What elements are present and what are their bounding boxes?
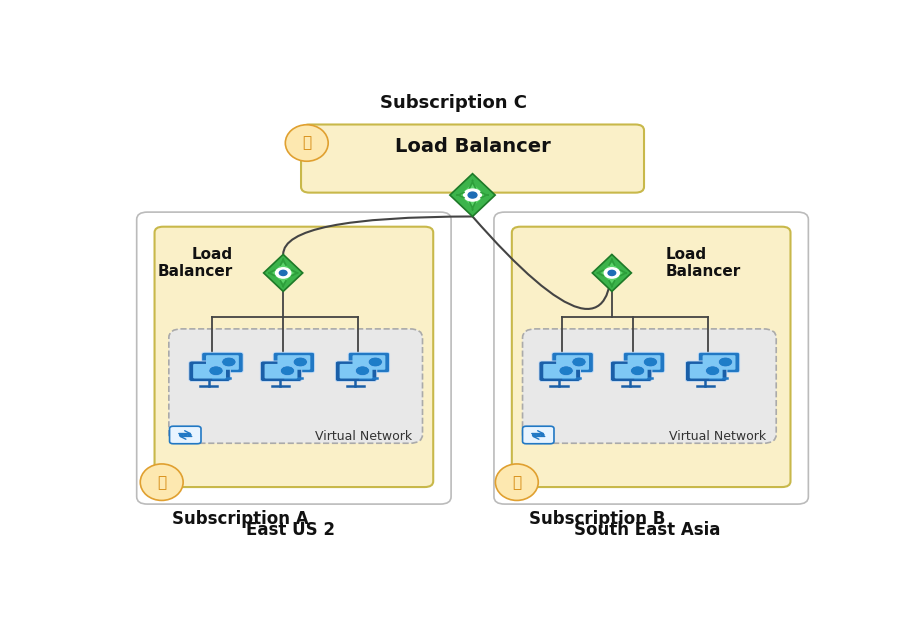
Text: Subscription C: Subscription C: [380, 94, 526, 112]
Ellipse shape: [495, 464, 538, 501]
FancyBboxPatch shape: [623, 352, 665, 373]
FancyBboxPatch shape: [260, 361, 301, 382]
Circle shape: [180, 434, 183, 436]
Circle shape: [279, 270, 287, 276]
FancyBboxPatch shape: [352, 355, 385, 370]
Circle shape: [280, 366, 295, 375]
Text: ⚿: ⚿: [157, 475, 166, 490]
Ellipse shape: [285, 125, 328, 161]
FancyBboxPatch shape: [512, 227, 790, 487]
Circle shape: [221, 357, 236, 367]
Text: Virtual Network: Virtual Network: [669, 430, 766, 444]
Polygon shape: [272, 263, 294, 283]
FancyBboxPatch shape: [136, 212, 451, 504]
Circle shape: [533, 434, 536, 436]
FancyBboxPatch shape: [339, 364, 372, 379]
Circle shape: [609, 270, 616, 276]
Text: Subscription A: Subscription A: [172, 510, 309, 528]
Circle shape: [604, 268, 620, 278]
Ellipse shape: [140, 464, 183, 501]
Circle shape: [209, 366, 223, 375]
Circle shape: [644, 357, 657, 367]
Text: ⚿: ⚿: [513, 475, 521, 490]
FancyBboxPatch shape: [273, 352, 314, 373]
FancyBboxPatch shape: [206, 355, 239, 370]
FancyBboxPatch shape: [628, 355, 660, 370]
FancyBboxPatch shape: [610, 361, 652, 382]
Text: Load
Balancer: Load Balancer: [158, 247, 233, 279]
Circle shape: [705, 366, 720, 375]
FancyBboxPatch shape: [703, 355, 736, 370]
Polygon shape: [460, 183, 485, 207]
FancyBboxPatch shape: [202, 352, 243, 373]
Circle shape: [276, 268, 290, 278]
Circle shape: [468, 192, 477, 198]
FancyBboxPatch shape: [189, 361, 230, 382]
FancyBboxPatch shape: [155, 227, 433, 487]
FancyBboxPatch shape: [523, 426, 554, 444]
Text: Load Balancer: Load Balancer: [395, 137, 550, 156]
Circle shape: [188, 434, 191, 436]
Polygon shape: [601, 263, 622, 283]
FancyBboxPatch shape: [169, 329, 422, 443]
Circle shape: [464, 189, 481, 201]
FancyBboxPatch shape: [543, 364, 576, 379]
Text: South East Asia: South East Asia: [574, 521, 721, 539]
FancyBboxPatch shape: [265, 364, 298, 379]
Circle shape: [541, 434, 544, 436]
FancyBboxPatch shape: [690, 364, 723, 379]
FancyBboxPatch shape: [523, 329, 776, 443]
Text: East US 2: East US 2: [246, 521, 335, 539]
Circle shape: [572, 357, 586, 367]
FancyBboxPatch shape: [336, 361, 377, 382]
Circle shape: [537, 434, 539, 436]
FancyBboxPatch shape: [494, 212, 809, 504]
Polygon shape: [450, 174, 495, 217]
Text: Subscription B: Subscription B: [529, 510, 666, 528]
Circle shape: [183, 434, 186, 436]
Circle shape: [631, 366, 644, 375]
Text: Load
Balancer: Load Balancer: [666, 247, 740, 279]
FancyBboxPatch shape: [278, 355, 311, 370]
Polygon shape: [264, 255, 302, 291]
FancyBboxPatch shape: [170, 426, 201, 444]
Circle shape: [355, 366, 370, 375]
Polygon shape: [592, 255, 632, 291]
FancyBboxPatch shape: [193, 364, 226, 379]
Text: ⚿: ⚿: [302, 135, 312, 150]
FancyBboxPatch shape: [615, 364, 647, 379]
Text: Virtual Network: Virtual Network: [315, 430, 412, 444]
Circle shape: [559, 366, 573, 375]
FancyBboxPatch shape: [349, 352, 390, 373]
Circle shape: [718, 357, 733, 367]
FancyBboxPatch shape: [556, 355, 589, 370]
FancyBboxPatch shape: [552, 352, 593, 373]
FancyBboxPatch shape: [685, 361, 727, 382]
FancyBboxPatch shape: [698, 352, 739, 373]
FancyBboxPatch shape: [539, 361, 581, 382]
Circle shape: [293, 357, 307, 367]
Circle shape: [368, 357, 383, 367]
FancyBboxPatch shape: [301, 125, 644, 193]
